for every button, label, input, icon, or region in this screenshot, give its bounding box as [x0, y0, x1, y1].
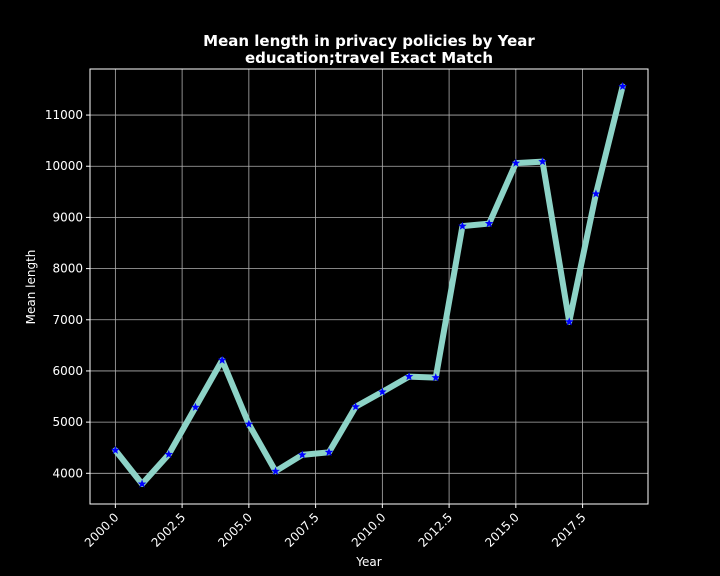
data-point-marker	[564, 317, 574, 326]
data-point-marker	[458, 221, 467, 230]
y-tick-label: 6000	[52, 364, 83, 378]
data-point-marker	[351, 402, 360, 411]
data-point-marker	[111, 445, 120, 454]
data-point-marker	[164, 449, 174, 458]
y-tick-label: 4000	[52, 466, 83, 480]
y-axis-label: Mean length	[24, 250, 38, 325]
y-tick-label: 7000	[52, 313, 83, 327]
y-tick-label: 10000	[45, 159, 83, 173]
data-point-marker	[404, 372, 414, 381]
data-point-marker	[191, 402, 200, 411]
series-line	[112, 83, 626, 488]
plot-frame	[89, 68, 649, 505]
data-point-marker	[484, 219, 494, 228]
data-point-marker	[618, 81, 627, 91]
y-tick-label: 9000	[52, 210, 83, 224]
data-point-marker	[538, 157, 547, 166]
y-tick-label: 8000	[52, 262, 83, 276]
chart-title-line-2: education;travel Exact Match	[245, 49, 493, 67]
data-point-marker	[591, 189, 601, 198]
y-axis-ticks: 4000 5000 6000 7000 8000 9000 10000 11000	[45, 108, 90, 480]
data-point-marker	[271, 466, 280, 475]
data-point-marker	[297, 450, 307, 459]
data-point-marker	[217, 355, 227, 364]
series-mean-length	[111, 81, 627, 488]
data-point-marker	[244, 419, 254, 428]
data-point-marker	[511, 158, 521, 167]
y-tick-label: 11000	[45, 108, 83, 122]
data-point-marker	[431, 373, 441, 382]
data-point-marker	[378, 387, 387, 396]
chart-title-line-1: Mean length in privacy policies by Year	[203, 32, 535, 50]
data-point-marker	[324, 447, 334, 456]
y-tick-label: 5000	[52, 415, 83, 429]
data-point-marker	[137, 479, 147, 488]
x-axis-label: Year	[355, 555, 381, 569]
